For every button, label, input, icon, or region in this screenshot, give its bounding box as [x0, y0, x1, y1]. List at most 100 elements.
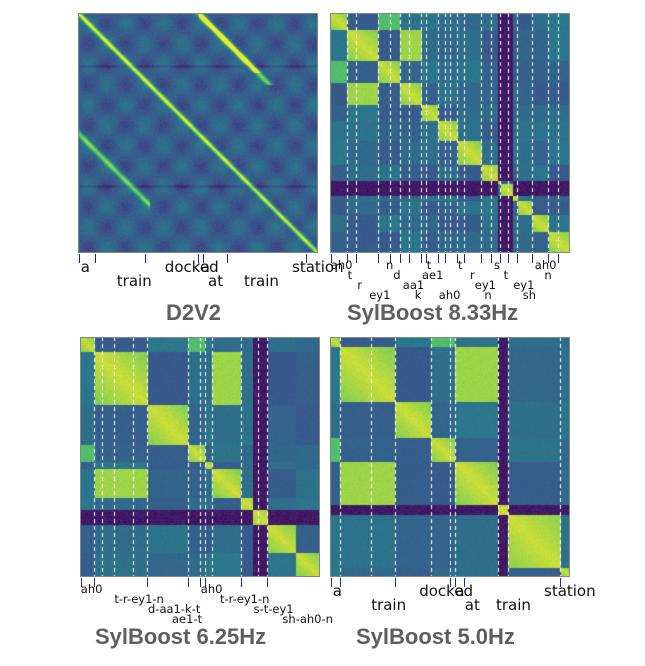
token-tick — [438, 254, 439, 263]
panel-title: D2V2 — [166, 300, 222, 325]
token-label: t — [347, 268, 353, 282]
token-tick — [464, 578, 466, 587]
token-tick — [560, 578, 562, 587]
token-tick — [200, 578, 201, 587]
token-tick — [426, 254, 427, 263]
token-tick — [517, 254, 519, 263]
token-tick — [378, 254, 379, 263]
token-label: train — [496, 596, 531, 614]
token-tick — [339, 578, 341, 587]
token-label: docked — [164, 258, 219, 276]
token-tick — [346, 254, 348, 263]
token-label: a — [332, 582, 342, 600]
token-label: sh — [522, 288, 537, 302]
token-label: t — [503, 268, 509, 282]
token-tick — [394, 578, 396, 587]
token-tick — [226, 254, 228, 263]
token-axis: ah0 t r ey1 n d aa1 k ae1 t ah0 t r ey1 n s t ey1 sh ah0 n — [330, 254, 570, 314]
token-tick — [500, 254, 502, 263]
token-tick — [399, 254, 401, 263]
token-label: d — [393, 268, 401, 282]
token-axis: a train docked a at train station — [78, 254, 344, 314]
token-tick — [306, 254, 307, 263]
token-tick — [421, 254, 423, 263]
token-label: ey1 — [513, 278, 535, 292]
token-tick — [558, 254, 559, 263]
token-tick — [531, 254, 533, 263]
token-label: t-r-ey1-n — [114, 592, 164, 606]
token-axis: a train docked a at train station — [330, 578, 596, 634]
panel-title: SylBoost 8.33Hz — [347, 300, 519, 325]
token-tick — [147, 578, 149, 587]
similarity-matrix — [78, 13, 318, 253]
token-label: a — [200, 258, 210, 276]
similarity-matrix — [330, 13, 570, 253]
panel-title: SylBoost 6.25Hz — [95, 624, 267, 649]
token-label: ah0 — [438, 288, 461, 302]
token-label: r — [470, 268, 475, 282]
token-label: a — [455, 582, 465, 600]
token-label: d-aa1-k-t — [148, 602, 201, 616]
token-label: ae1 — [422, 268, 444, 282]
token-tick — [454, 578, 456, 587]
similarity-matrix — [330, 337, 570, 577]
token-tick — [445, 254, 447, 263]
token-label: ah0 — [80, 582, 103, 596]
token-tick — [331, 578, 333, 587]
token-tick — [267, 578, 269, 587]
token-tick — [457, 254, 459, 263]
token-label: k — [414, 288, 422, 302]
token-label: t — [426, 258, 432, 272]
token-tick — [204, 578, 206, 587]
token-tick — [507, 254, 509, 263]
token-label: ey1 — [474, 278, 496, 292]
token-tick — [81, 578, 83, 587]
token-label: at — [208, 272, 224, 290]
token-label: sh-ah0-n — [282, 612, 333, 626]
token-label: at — [464, 596, 480, 614]
heatmap-panel-d2v2: a train docked a at train station D2V2 — [78, 13, 344, 325]
token-axis: ah0 t-r-ey1-n d-aa1-k-t ae1-t ah0 t-r-ey1-n s-… — [80, 578, 333, 634]
token-tick — [548, 254, 550, 263]
token-label: r — [357, 278, 362, 292]
token-label: docked — [419, 582, 474, 600]
token-label: train — [244, 272, 279, 290]
token-tick — [145, 254, 147, 263]
token-label: train — [371, 596, 407, 614]
token-label: train — [116, 272, 152, 290]
token-label: ah0 — [330, 258, 353, 272]
token-tick — [202, 254, 204, 263]
token-label: n — [386, 258, 394, 272]
token-label: ah0 — [200, 582, 223, 596]
token-label: a — [80, 258, 90, 276]
token-label: s — [494, 258, 500, 272]
token-label: ah0 — [534, 258, 557, 272]
token-tick — [481, 254, 483, 263]
token-tick — [356, 254, 358, 263]
similarity-matrix — [80, 337, 320, 577]
token-tick — [94, 578, 96, 587]
token-tick — [450, 578, 451, 587]
token-tick — [94, 254, 96, 263]
token-label: n — [484, 288, 492, 302]
token-label: t — [458, 258, 463, 272]
token-label: station — [292, 258, 344, 276]
panel-title: SylBoost 5.0Hz — [356, 624, 515, 649]
token-tick — [79, 254, 81, 263]
token-tick — [409, 254, 411, 263]
token-label: t-r-ey1-n — [220, 592, 270, 606]
token-tick — [390, 254, 391, 263]
token-tick — [188, 578, 189, 587]
token-label: station — [544, 582, 596, 600]
token-tick — [490, 254, 492, 263]
token-label: ae1-t — [172, 612, 203, 626]
token-tick — [464, 254, 466, 263]
token-tick — [198, 254, 199, 263]
token-tick — [240, 578, 242, 587]
token-label: ey1 — [369, 288, 391, 302]
token-label: n — [544, 268, 552, 282]
token-tick — [331, 254, 333, 263]
token-label: aa1 — [402, 278, 425, 292]
